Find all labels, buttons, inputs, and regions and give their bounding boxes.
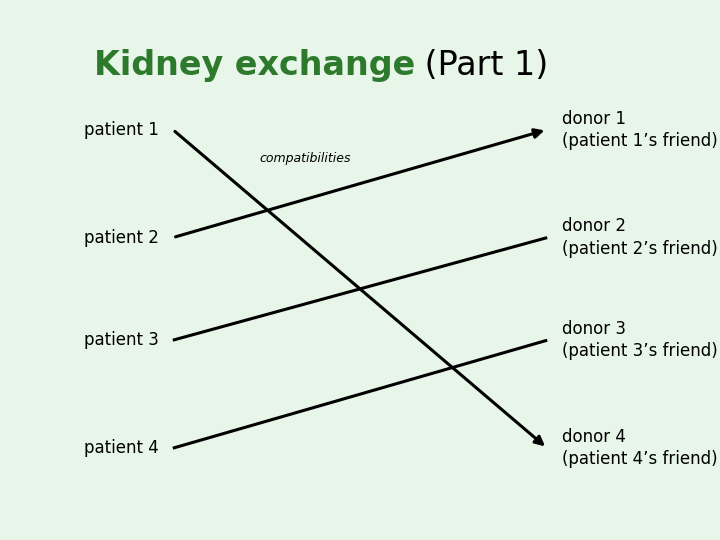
Text: donor 4
(patient 4’s friend): donor 4 (patient 4’s friend): [562, 428, 717, 468]
Text: patient 2: patient 2: [84, 228, 158, 247]
Text: Kidney exchange: Kidney exchange: [94, 49, 415, 82]
Text: donor 3
(patient 3’s friend): donor 3 (patient 3’s friend): [562, 320, 717, 360]
Text: (Part 1): (Part 1): [414, 49, 548, 82]
Text: patient 1: patient 1: [84, 120, 158, 139]
Text: patient 3: patient 3: [84, 331, 158, 349]
Text: donor 1
(patient 1’s friend): donor 1 (patient 1’s friend): [562, 110, 717, 150]
Text: donor 2
(patient 2’s friend): donor 2 (patient 2’s friend): [562, 218, 717, 258]
Text: compatibilities: compatibilities: [259, 152, 351, 165]
Text: patient 4: patient 4: [84, 439, 158, 457]
